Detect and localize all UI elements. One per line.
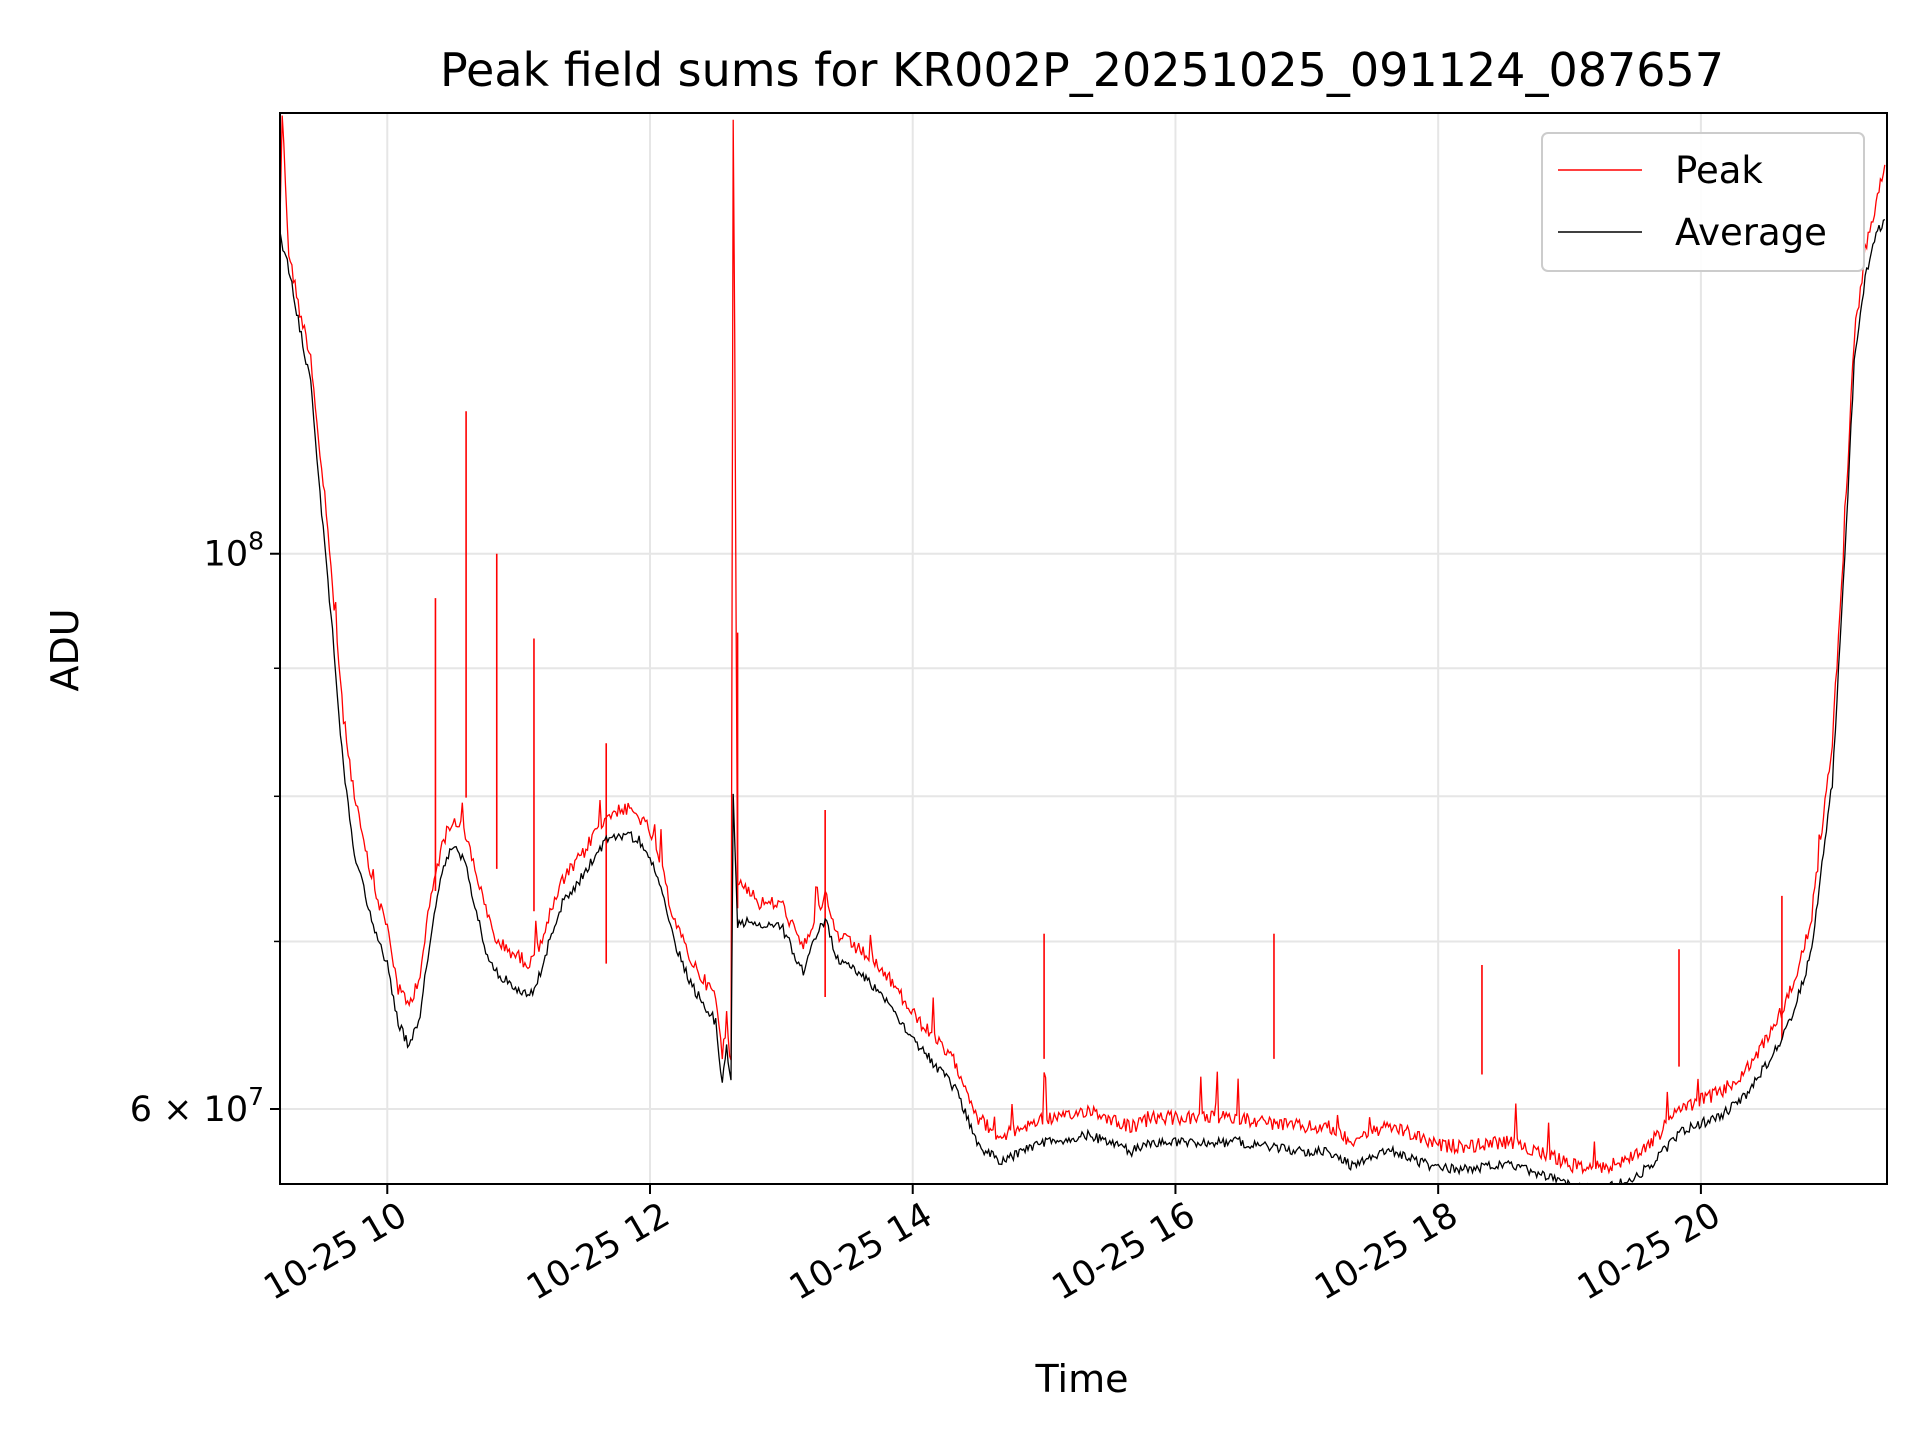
y-tick-base: 10 [204,535,249,575]
x-axis-label: Time [1035,1357,1129,1401]
series-line-peak [280,115,1886,1175]
chart-title: Peak field sums for KR002P_20251025_0911… [440,43,1724,97]
plot-frame [279,112,1888,1185]
y-axis-label: ADU [43,608,87,691]
plot-lines [280,115,1886,1184]
y-tick-base: 6 × 10 [130,1090,248,1130]
legend-label-peak: Peak [1675,149,1763,192]
legend-box [1541,132,1865,272]
legend-label-average: Average [1675,211,1827,254]
legend: Peak Average [1541,132,1865,272]
y-tick-exponent: 8 [248,527,264,556]
y-tick-label: 6 × 107 [130,1082,264,1130]
y-tick-exponent: 7 [248,1082,264,1111]
y-tick-label: 108 [204,527,264,575]
